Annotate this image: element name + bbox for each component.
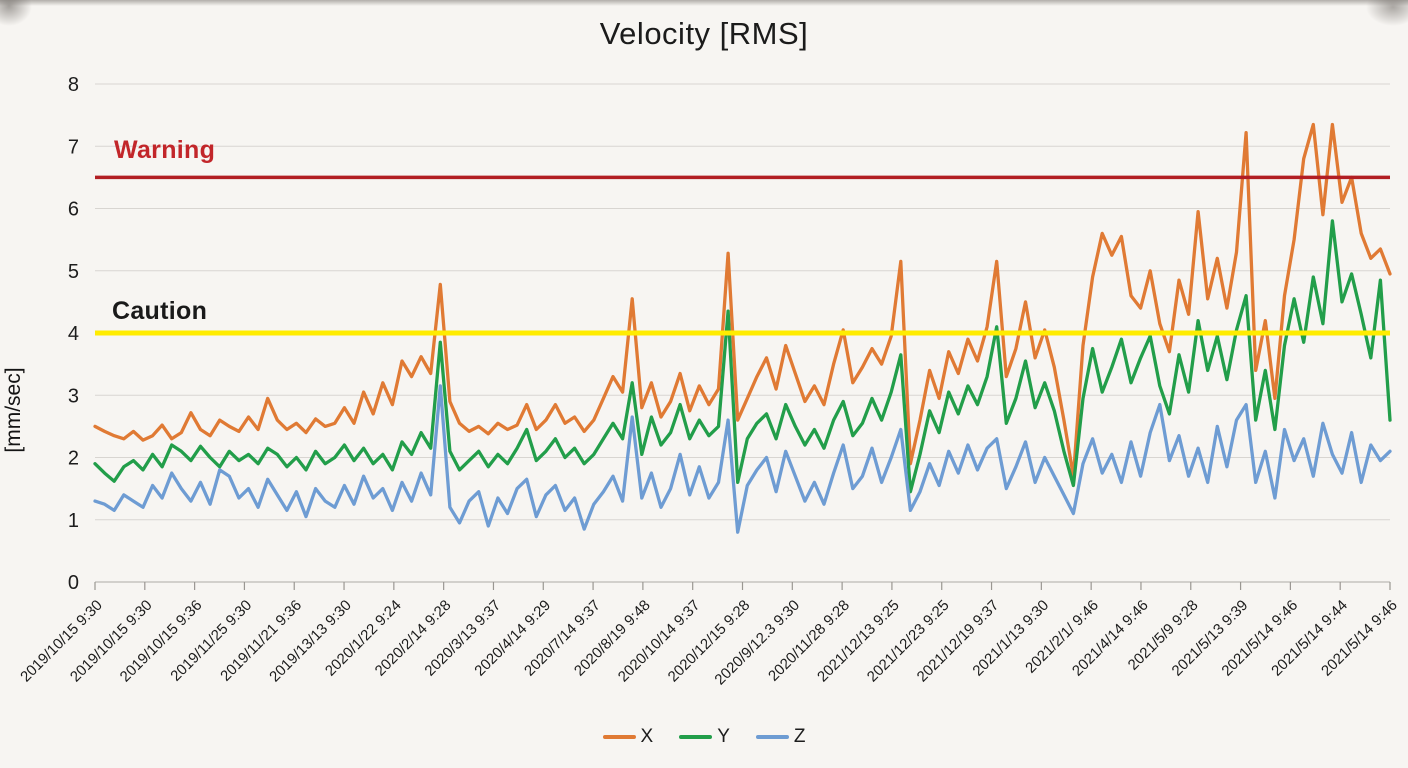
chart-legend: X Y Z [0, 726, 1408, 748]
series-line-y [93, 219, 1392, 494]
legend-swatch-x [602, 735, 636, 739]
y-tick-label: 6 [68, 199, 79, 221]
legend-item-y: Y [679, 726, 730, 748]
legend-label-y: Y [717, 726, 730, 747]
warning-threshold-label: Warning [114, 136, 216, 164]
series-line-z [93, 384, 1392, 534]
y-tick-label: 7 [68, 136, 79, 158]
x-tick-label: 2020/9/12.3 9:30 [711, 597, 803, 689]
y-tick-label: 4 [68, 323, 79, 345]
legend-item-z: Z [755, 726, 806, 748]
caution-threshold-label: Caution [112, 297, 208, 325]
x-axis-ticks [94, 582, 1391, 590]
y-tick-label: 0 [68, 572, 79, 594]
legend-item-x: X [602, 726, 654, 748]
photo-edge-artifact [0, 0, 1408, 6]
y-axis-tick-labels: 0 1 2 3 4 5 6 7 8 [68, 74, 79, 594]
y-tick-label: 2 [68, 448, 79, 470]
legend-swatch-z [755, 735, 789, 739]
series-line-x [93, 122, 1392, 478]
legend-label-x: X [640, 726, 654, 747]
y-tick-label: 5 [68, 261, 79, 283]
x-tick-label: 2019/10/15 9:30 [17, 597, 106, 686]
legend-label-z: Z [793, 726, 806, 747]
y-tick-label: 1 [68, 510, 79, 532]
legend-swatch-y [679, 735, 713, 739]
y-tick-label: 8 [68, 74, 79, 96]
y-tick-label: 3 [68, 385, 79, 407]
chart-title: Velocity [RMS] [599, 16, 809, 51]
